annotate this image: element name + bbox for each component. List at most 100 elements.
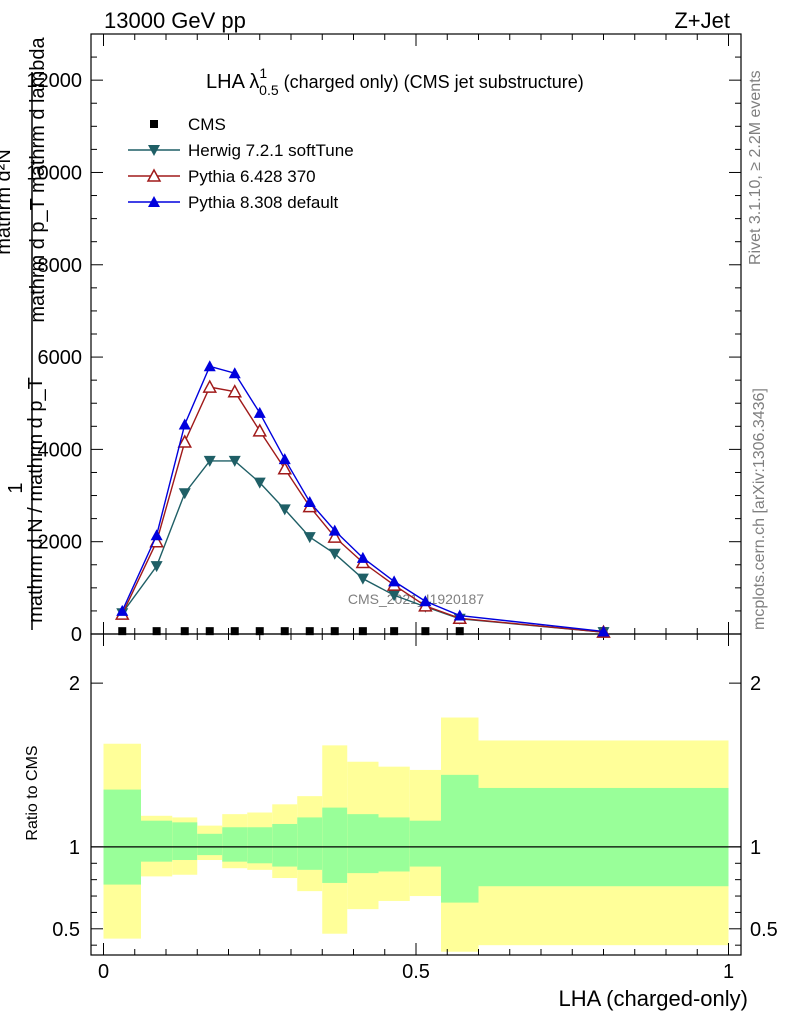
series-point-2 — [202, 379, 218, 393]
series-point-0 — [230, 627, 239, 636]
legend-label: Herwig 7.2.1 softTune — [188, 141, 354, 160]
series-point-1 — [203, 455, 216, 467]
ratio-y-tick-label-right: 0.5 — [750, 919, 778, 941]
series-point-0 — [280, 627, 289, 636]
series-line-3 — [121, 365, 604, 633]
series-point-0 — [390, 627, 399, 636]
ratio-band-inner — [378, 817, 410, 872]
series-point-3 — [228, 367, 241, 379]
series-point-3 — [278, 453, 291, 465]
y-tick-label: 6000 — [38, 347, 83, 369]
ratio-y-tick-label-right: 1 — [750, 837, 761, 859]
series-point-2 — [277, 461, 293, 475]
series-point-0 — [305, 627, 314, 636]
ratio-band-inner — [247, 827, 273, 864]
series-point-0 — [255, 627, 264, 636]
series-point-3 — [203, 360, 216, 372]
series-point-3 — [253, 406, 266, 418]
series-point-0 — [205, 627, 214, 636]
series-point-3 — [116, 604, 129, 616]
series-point-1 — [388, 590, 401, 602]
y-tick-label: 12000 — [26, 70, 82, 92]
series-point-2 — [177, 434, 193, 448]
ylabel-pre-bottom: mathrm d N / mathrm d p_T — [25, 377, 47, 623]
series-point-0 — [421, 627, 430, 636]
ylabel-pre-top: 1 — [5, 482, 27, 493]
y-tick-label: 0 — [71, 624, 82, 646]
series-point-3 — [150, 529, 163, 541]
plot-title-sup: 1 — [259, 65, 267, 81]
ratio-band-inner — [478, 787, 729, 887]
legend: CMS Herwig 7.2.1 softTune Pythia 6.428 370… — [128, 115, 354, 212]
series-point-2 — [327, 529, 343, 543]
header-right: Z+Jet — [674, 8, 730, 33]
series-point-3 — [419, 595, 432, 607]
series-point-1 — [356, 573, 369, 585]
ratio-band-inner — [197, 833, 223, 856]
y-tick-label: 2000 — [38, 532, 83, 554]
ylabel-top: mathrm d²N — [0, 149, 15, 255]
ratio-band-inner — [441, 774, 479, 903]
legend-label: Pythia 6.428 370 — [188, 167, 316, 186]
plot-title-main: LHA λ — [206, 71, 259, 93]
series-point-3 — [356, 551, 369, 563]
series-point-0 — [152, 627, 161, 636]
series-point-3 — [597, 625, 610, 637]
series-point-1 — [303, 532, 316, 544]
series-point-0 — [330, 627, 339, 636]
plot-title-rest: (charged only) (CMS jet substructure) — [279, 72, 584, 92]
ratio-band-inner — [172, 822, 198, 861]
series-point-3 — [303, 496, 316, 507]
legend-label: CMS — [188, 115, 226, 134]
plot-title: LHA λ1 0.5 (charged only) (CMS jet substr… — [206, 65, 584, 98]
x-tick-label: 0 — [98, 961, 109, 983]
data-series — [114, 360, 611, 639]
legend-label: Pythia 8.308 default — [188, 193, 339, 212]
ratio-bands — [91, 717, 741, 952]
legend-marker — [148, 196, 160, 207]
series-point-1 — [178, 488, 191, 500]
y-tick-label: 8000 — [38, 255, 83, 277]
x-tick-label: 0.5 — [402, 961, 430, 983]
legend-marker — [146, 168, 162, 182]
ratio-band-inner — [322, 807, 348, 883]
ratio-y-tick-label: 1 — [69, 837, 80, 859]
rivet-label: Rivet 3.1.10, ≥ 2.2M events — [747, 70, 764, 265]
legend-marker — [148, 145, 160, 156]
ylabel-bottom: mathrm d p_T mathrm d lambda — [27, 36, 49, 322]
ratio-band-inner — [347, 814, 379, 874]
ratio-y-tick-label-right: 2 — [750, 673, 761, 695]
series-point-1 — [150, 561, 163, 573]
ratio-band-inner — [222, 827, 248, 862]
ratio-band-inner — [409, 820, 441, 867]
y-tick-label: 4000 — [38, 439, 83, 461]
series-point-2 — [252, 423, 268, 437]
series-point-0 — [358, 627, 367, 636]
ratio-ylabel: Ratio to CMS — [24, 745, 41, 840]
series-point-2 — [227, 384, 243, 398]
ratio-y-tick-label: 2 — [69, 673, 80, 695]
series-point-1 — [278, 504, 291, 516]
series-line-2 — [121, 386, 604, 633]
series-point-1 — [228, 455, 241, 467]
series-point-3 — [328, 524, 341, 536]
legend-marker — [150, 120, 158, 128]
mcplots-label: mcplots.cern.ch [arXiv:1306.3436] — [751, 388, 768, 630]
ratio-band-inner — [272, 823, 298, 867]
main-ylabel: 1 mathrm d N / mathrm d p_T mathrm d²N m… — [0, 36, 49, 630]
series-point-0 — [118, 627, 127, 636]
series-point-1 — [253, 477, 266, 489]
plot-title-sub: 0.5 — [259, 82, 279, 98]
series-point-0 — [180, 627, 189, 636]
xlabel: LHA (charged-only) — [558, 986, 748, 1011]
y-tick-label: 10000 — [26, 162, 82, 184]
series-point-3 — [178, 418, 191, 430]
header-left: 13000 GeV pp — [104, 8, 246, 33]
series-point-3 — [453, 609, 466, 621]
ratio-y-tick-label: 0.5 — [52, 919, 80, 941]
ratio-band-inner — [141, 820, 173, 862]
series-point-0 — [455, 627, 464, 636]
series-point-3 — [388, 575, 401, 587]
